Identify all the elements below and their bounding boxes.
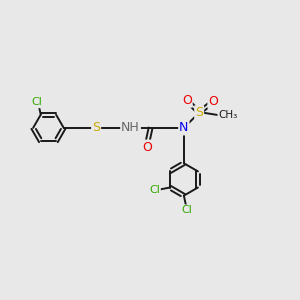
Text: S: S [195,106,203,119]
Text: N: N [179,122,188,134]
Text: Cl: Cl [149,185,160,196]
Text: CH₃: CH₃ [218,110,237,120]
Text: O: O [208,95,218,108]
Text: Cl: Cl [32,97,43,107]
Text: S: S [92,122,100,134]
Text: O: O [142,141,152,154]
Text: O: O [182,94,192,107]
Text: Cl: Cl [182,206,192,215]
Text: NH: NH [121,122,140,134]
